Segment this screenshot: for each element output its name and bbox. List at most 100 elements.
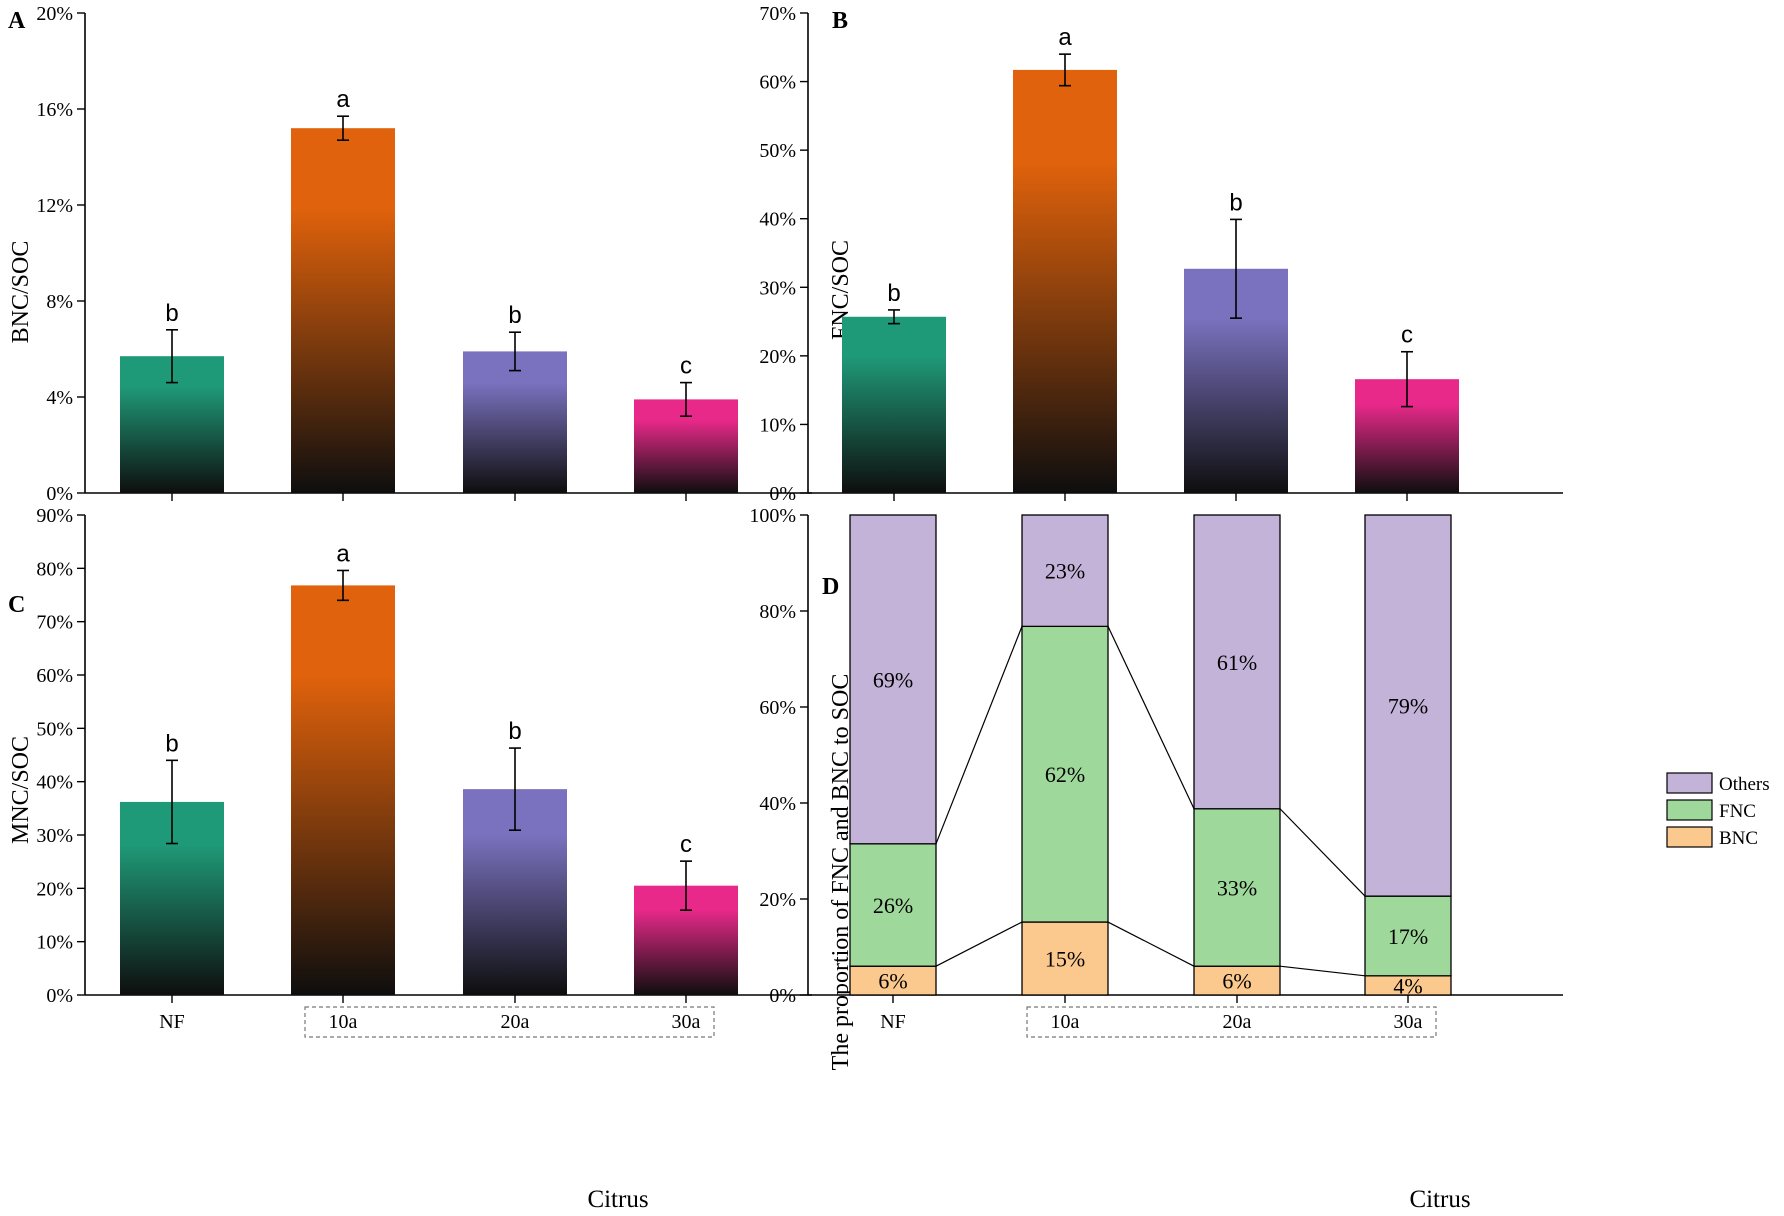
stack-label-fnc: 17% [1388, 924, 1428, 949]
panel-d-stacked-chart: D The proportion of FNC and BNC to SOC C… [749, 505, 1769, 1213]
panel-c-y-tick-label: 80% [36, 558, 73, 580]
panel-c-y-tick-label: 10% [36, 932, 73, 954]
connector-fnc [1279, 808, 1366, 897]
connector-bnc [935, 921, 1023, 967]
x-axis-label-d: Citrus [1409, 1186, 1470, 1213]
panel-b-y-tick-label: 70% [759, 3, 796, 25]
stack-fnc-30a [1364, 895, 1452, 977]
panel-d-y-tick-label: 100% [749, 505, 796, 527]
panel-a-y-tick-label: 12% [36, 195, 73, 217]
stack-bnc-20a [1193, 965, 1281, 996]
panel-b-y-tick-label: 30% [759, 277, 796, 299]
panel-d-y-tick-label: 40% [759, 793, 796, 815]
significance-letter: c [680, 831, 692, 858]
stack-bnc-NF [849, 965, 937, 996]
panel-d-y-tick-label: 80% [759, 601, 796, 623]
panel-d-x-tick-label: 10a [1051, 1011, 1080, 1033]
stack-others-NF [849, 514, 937, 845]
panel-a-bnc-chart: A BNC/SOC 0% 4% 8% 12% 16% 20% b a b c [8, 3, 812, 505]
bar-10a [1013, 69, 1117, 494]
stack-fnc-10a [1021, 625, 1109, 923]
significance-letter: b [165, 300, 178, 327]
significance-letter: b [887, 280, 900, 307]
stack-label-others: 79% [1388, 694, 1428, 719]
stack-fnc-20a [1193, 808, 1281, 967]
panel-c-y-tick-label: 50% [36, 718, 73, 740]
panel-d-y-tick-label: 60% [759, 697, 796, 719]
panel-c-group-bracket [304, 1006, 715, 1038]
panel-c-y-tick-label: 20% [36, 878, 73, 900]
significance-letter: a [336, 86, 350, 113]
significance-letter: b [165, 730, 178, 757]
panel-b-y-tick-label: 10% [759, 414, 796, 436]
panel-c-x-tick-label: NF [159, 1011, 185, 1033]
legend-swatch-others [1666, 772, 1713, 794]
stack-label-fnc: 33% [1217, 875, 1257, 900]
panel-letter-c: C [8, 592, 25, 618]
stack-label-bnc: 6% [878, 969, 907, 994]
x-axis-label-c: Citrus [587, 1186, 648, 1213]
panel-d-y-tick-label: 20% [759, 889, 796, 911]
stack-label-fnc: 26% [873, 893, 913, 918]
legend-label-fnc: FNC [1719, 801, 1756, 822]
panel-c-y-tick-label: 0% [46, 985, 73, 1007]
legend-swatch-fnc [1666, 799, 1713, 821]
connector-fnc [1107, 626, 1195, 810]
panel-d-x-tick-label: 20a [1223, 1011, 1252, 1033]
significance-letter: c [1401, 322, 1413, 349]
panel-d-x-tick-label: NF [880, 1011, 906, 1033]
bar-10a [291, 585, 395, 995]
stack-label-others: 69% [873, 667, 913, 692]
panel-b-y-tick-label: 60% [759, 72, 796, 94]
connector-bnc [1279, 965, 1366, 977]
panel-c-y-tick-label: 40% [36, 772, 73, 794]
panel-c-x-tick-label: 30a [672, 1011, 701, 1033]
y-axis-label-a: BNC/SOC [8, 241, 34, 344]
panel-d-y-tick-label: 0% [769, 985, 796, 1007]
panel-b-y-tick-label: 40% [759, 209, 796, 231]
stack-label-others: 23% [1045, 559, 1085, 584]
significance-letter: a [1058, 24, 1072, 51]
stack-fnc-NF [849, 843, 937, 967]
panel-c-x-tick-label: 20a [501, 1011, 530, 1033]
connector-bnc [1107, 921, 1195, 967]
panel-a-y-tick-label: 16% [36, 99, 73, 121]
stack-others-30a [1364, 514, 1452, 897]
legend-label-others: Others [1719, 774, 1770, 795]
significance-letter: b [1229, 189, 1242, 216]
significance-letter: b [508, 718, 521, 745]
legend-swatch-bnc [1666, 826, 1713, 848]
panel-a-y-tick-label: 8% [46, 291, 73, 313]
significance-letter: a [336, 540, 350, 567]
stack-others-20a [1193, 514, 1281, 810]
panel-a-y-tick-label: 0% [46, 483, 73, 505]
panel-c-x-tick-label: 10a [329, 1011, 358, 1033]
panel-b-y-tick-label: 50% [759, 140, 796, 162]
panel-b-y-tick-label: 20% [759, 346, 796, 368]
panel-c-y-tick-label: 70% [36, 612, 73, 634]
significance-letter: b [508, 302, 521, 329]
panel-letter-d: D [822, 574, 839, 600]
panel-a-y-tick-label: 20% [36, 3, 73, 25]
panel-letter-b: B [832, 8, 848, 34]
stack-label-others: 61% [1217, 650, 1257, 675]
significance-letter: c [680, 353, 692, 380]
bar-10a [291, 128, 395, 493]
panel-b-y-tick-label: 0% [769, 483, 796, 505]
panel-d-group-bracket [1026, 1006, 1437, 1038]
legend-label-bnc: BNC [1719, 828, 1758, 849]
bar-20a [463, 351, 567, 493]
panel-c-y-tick-label: 30% [36, 825, 73, 847]
panel-c-y-tick-label: 90% [36, 505, 73, 527]
y-axis-label-c: MNC/SOC [8, 736, 34, 844]
panel-c-mnc-chart: C MNC/SOC Citrus 0% 10% 20% 30% 40% 50% 60% 70%… [8, 505, 812, 1213]
connector-fnc [935, 626, 1023, 845]
panel-d-x-tick-label: 30a [1394, 1011, 1423, 1033]
panel-c-y-tick-label: 60% [36, 665, 73, 687]
stack-label-fnc: 62% [1045, 762, 1085, 787]
bar-NF [842, 316, 946, 493]
stack-others-10a [1021, 514, 1109, 628]
stack-label-bnc: 4% [1393, 973, 1422, 998]
